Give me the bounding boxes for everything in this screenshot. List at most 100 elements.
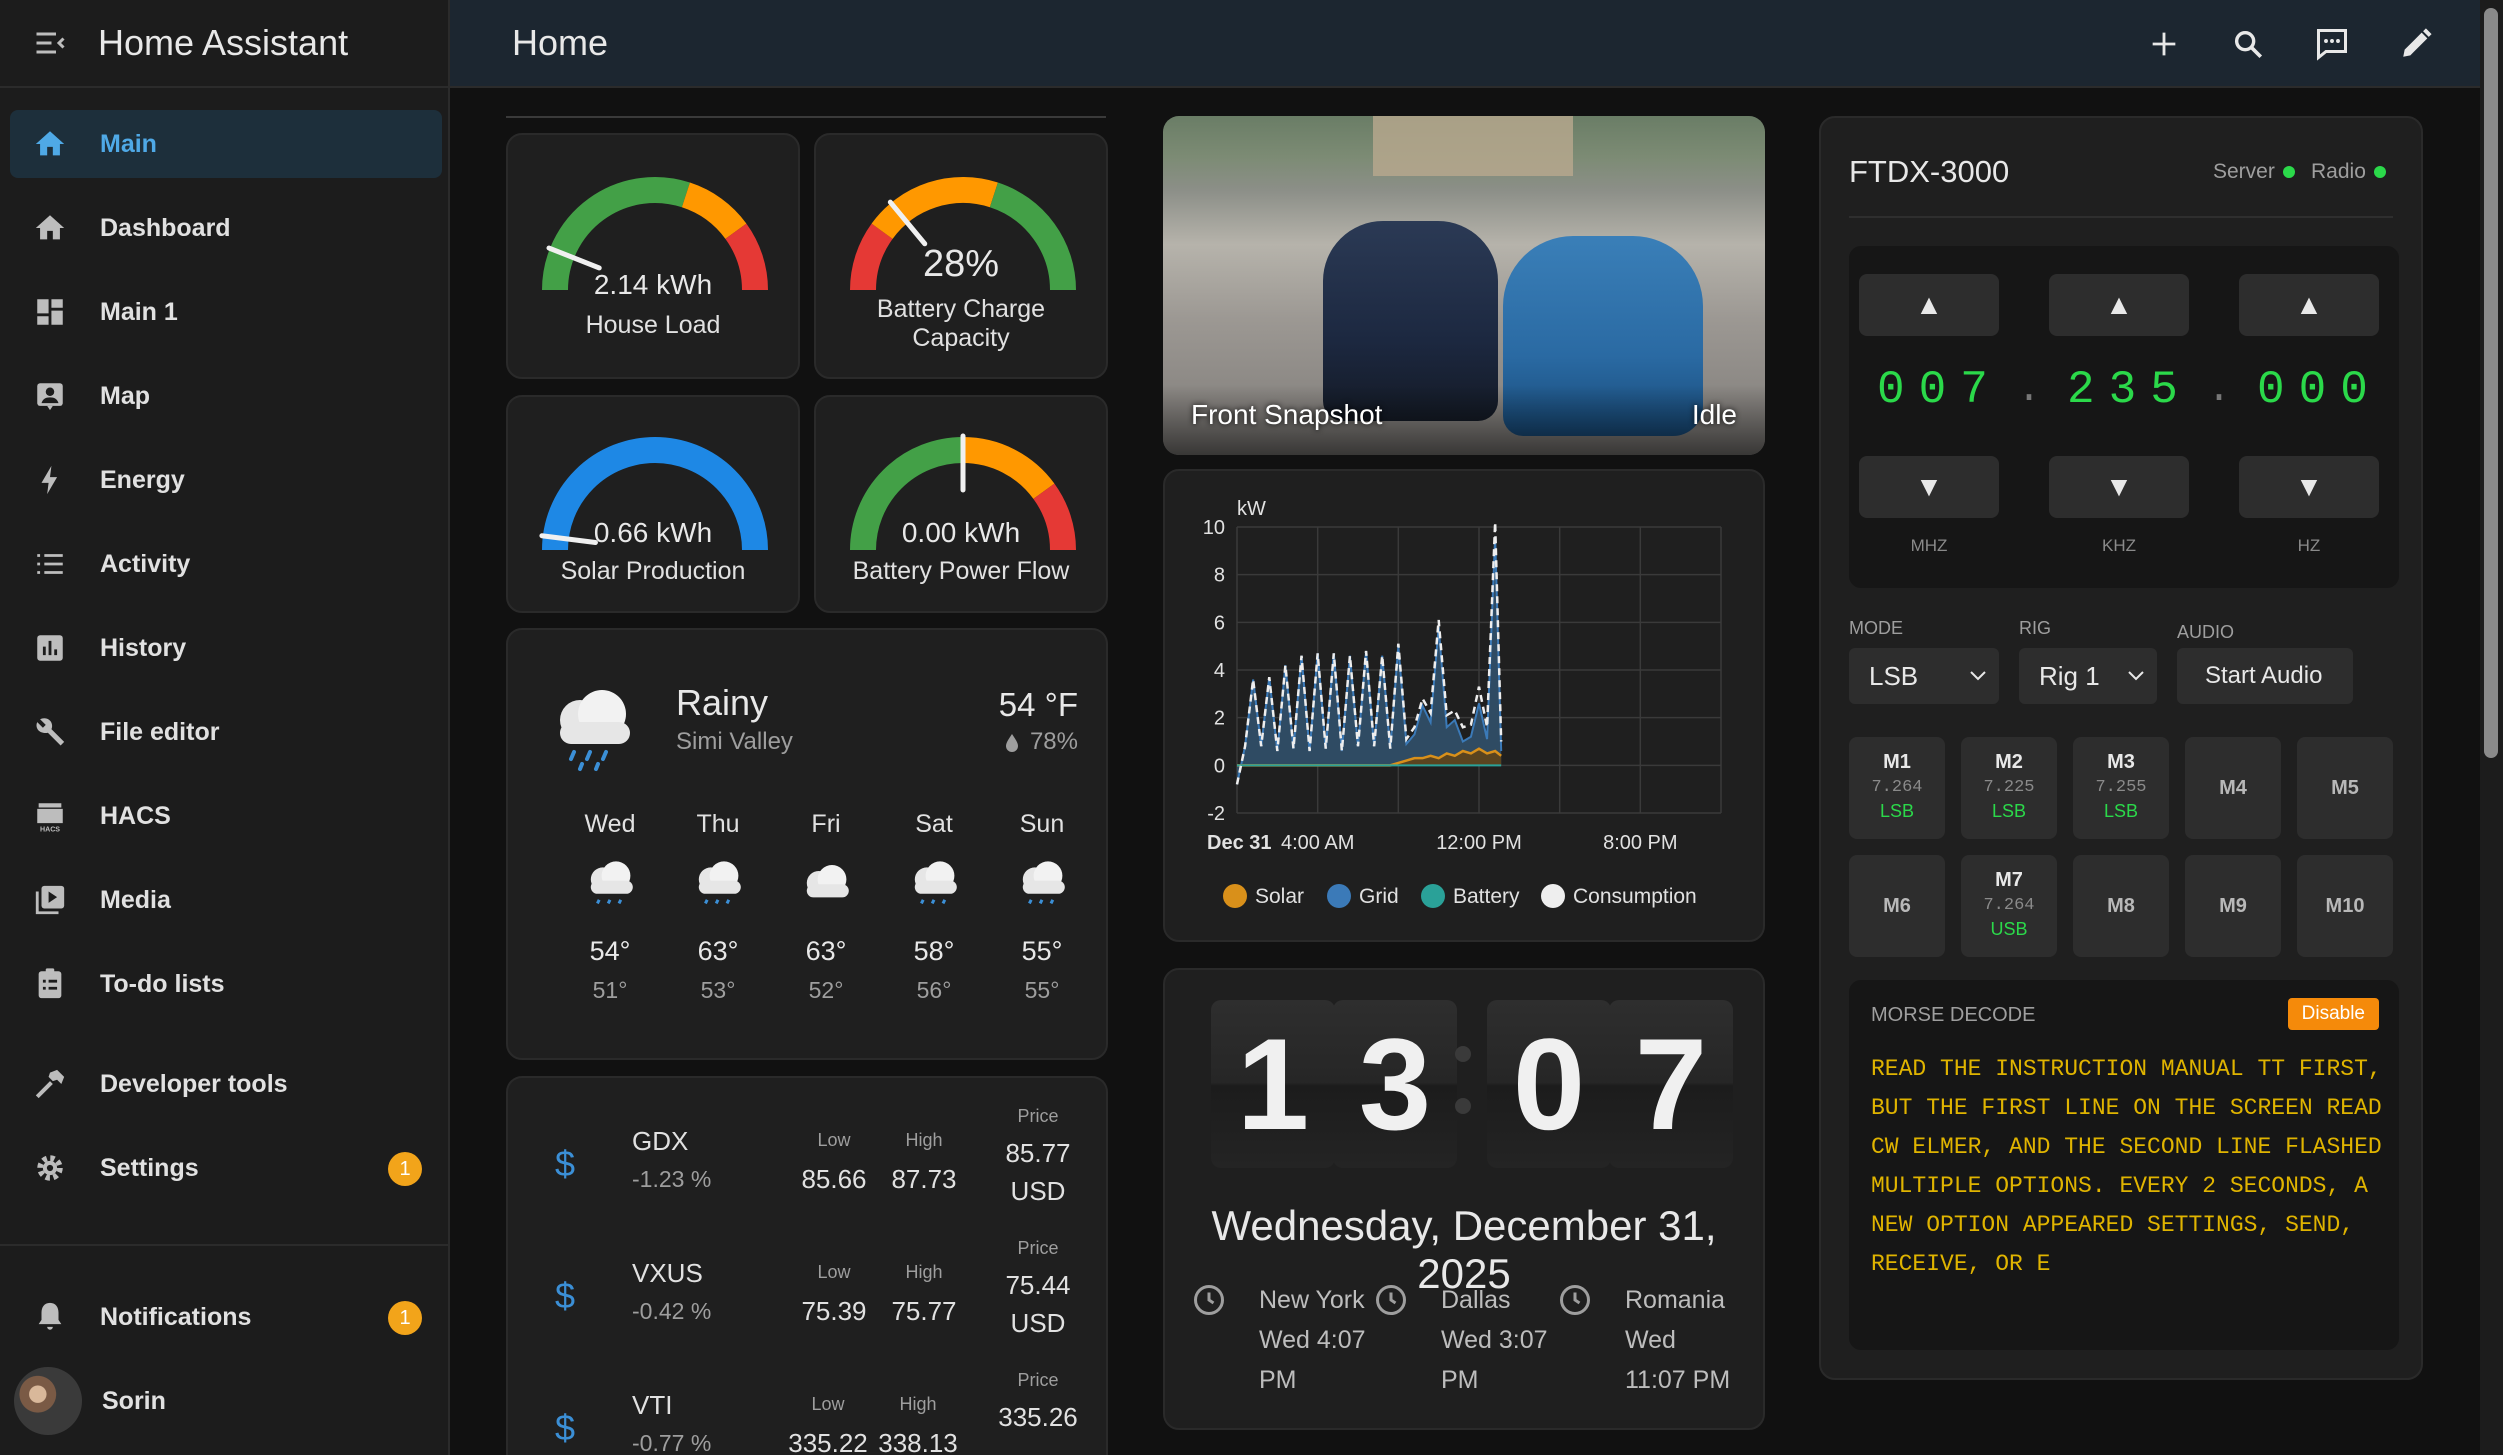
- sidebar-item-history[interactable]: History: [10, 614, 442, 682]
- weather-location: Simi Valley: [676, 728, 793, 755]
- pencil-icon: [2403, 28, 2432, 57]
- gauge-label-line1: Battery Charge: [876, 295, 1046, 323]
- forecast-day-name: Sun: [1019, 810, 1065, 838]
- sidebar-item-label: HACS: [100, 801, 171, 830]
- sidebar-item-media[interactable]: Media: [10, 866, 442, 934]
- mhz-up-button[interactable]: ▲: [1859, 274, 1999, 336]
- radio-card: FTDX-3000 Server Radio ▲ ▲ ▲ 007 . 235 .…: [1819, 116, 2423, 1380]
- camera-card[interactable]: Front Snapshot Idle: [1163, 116, 1765, 455]
- sidebar-item-todo[interactable]: To-do lists: [10, 950, 442, 1018]
- khz-up-button[interactable]: ▲: [2049, 274, 2189, 336]
- sidebar-item-hacs[interactable]: HACS HACS: [10, 782, 442, 850]
- timezone-ampm: 11:07 PM: [1625, 1366, 1731, 1394]
- lightning-icon: [30, 460, 70, 500]
- stock-symbol: VXUS: [632, 1258, 703, 1288]
- gauge-card-battery-charge[interactable]: 28% Battery Charge Capacity: [814, 133, 1108, 379]
- sidebar-item-dashboard[interactable]: Dashboard: [10, 194, 442, 262]
- memory-button-m1[interactable]: M1 7.264 LSB: [1849, 737, 1945, 839]
- page-scrollbar[interactable]: [2480, 0, 2503, 1455]
- gauge-arc: [539, 437, 768, 551]
- search-button[interactable]: [2224, 20, 2272, 68]
- energy-line-chart[interactable]: 10 8 6 4 2 0 -2 kW Dec 31 4:00 AM 12:00 PM 8:00 PM S…: [1165, 471, 1765, 942]
- khz-digits: 235: [2067, 364, 2192, 416]
- clock-digit: 1: [1211, 1000, 1335, 1168]
- add-button[interactable]: [2140, 20, 2188, 68]
- edit-button[interactable]: [2392, 20, 2440, 68]
- vfo-panel: ▲ ▲ ▲ 007 . 235 . 000 ▼ ▼ ▼ MHZ KHZ HZ: [1849, 246, 2399, 588]
- assist-button[interactable]: [2308, 20, 2356, 68]
- menu-collapse-icon[interactable]: [32, 25, 68, 61]
- sidebar-divider: [0, 1244, 450, 1246]
- stock-low: 335.22: [788, 1428, 868, 1455]
- memory-button-m4[interactable]: M4: [2185, 737, 2281, 839]
- memory-button-m3[interactable]: M3 7.255 LSB: [2073, 737, 2169, 839]
- radio-title: FTDX-3000: [1849, 154, 2010, 189]
- mhz-label: MHZ: [1910, 536, 1948, 555]
- forecast-day-name: Thu: [696, 810, 740, 838]
- stock-row[interactable]: $ GDX -1.23 % Low High 85.66 87.73 Price…: [508, 1106, 1106, 1244]
- legend-label: Grid: [1359, 885, 1399, 908]
- column-divider: [506, 116, 1106, 118]
- gauge-card-house-load[interactable]: 2.14 kWh House Load: [506, 133, 800, 379]
- gauge-arc: [850, 433, 1076, 551]
- sidebar-item-file-editor[interactable]: File editor: [10, 698, 442, 766]
- forecast-high: 58°: [913, 936, 955, 966]
- camera-name: Front Snapshot: [1191, 399, 1383, 430]
- rig-select[interactable]: Rig 1: [2019, 648, 2157, 704]
- gauge-card-solar[interactable]: 0.66 kWh Solar Production: [506, 395, 800, 613]
- stocks-card[interactable]: $ GDX -1.23 % Low High 85.66 87.73 Price…: [506, 1076, 1108, 1455]
- start-audio-button[interactable]: Start Audio: [2177, 648, 2353, 704]
- stock-row[interactable]: $ VTI -0.77 % Low High 335.22 338.13 Pri…: [508, 1370, 1106, 1455]
- hz-up-button[interactable]: ▲: [2239, 274, 2379, 336]
- timezone-time: Wed 3:07: [1441, 1326, 1548, 1354]
- timezone-city: Dallas: [1441, 1286, 1511, 1314]
- gauge-card-battery-flow[interactable]: 0.00 kWh Battery Power Flow: [814, 395, 1108, 613]
- morse-label: MORSE DECODE: [1871, 1004, 2036, 1026]
- sidebar-item-energy[interactable]: Energy: [10, 446, 442, 514]
- memory-name: M3: [2107, 751, 2135, 773]
- memory-button-m9[interactable]: M9: [2185, 855, 2281, 957]
- mhz-digits: 007: [1877, 364, 2002, 416]
- radio-header-divider: [1849, 216, 2393, 218]
- sidebar-item-label: Main: [100, 129, 157, 158]
- sidebar-item-settings[interactable]: Settings 1: [10, 1134, 442, 1202]
- timezone-time: Wed 4:07: [1259, 1326, 1366, 1354]
- memory-button-m6[interactable]: M6: [1849, 855, 1945, 957]
- sidebar-item-activity[interactable]: Activity: [10, 530, 442, 598]
- memory-button-m10[interactable]: M10: [2297, 855, 2393, 957]
- y-tick-label: 6: [1214, 612, 1225, 634]
- mhz-down-button[interactable]: ▼: [1859, 456, 1999, 518]
- mode-value: LSB: [1869, 660, 1919, 691]
- khz-down-button[interactable]: ▼: [2049, 456, 2189, 518]
- stock-high: 75.77: [891, 1296, 957, 1326]
- scroll-thumb[interactable]: [2484, 8, 2498, 758]
- memory-button-m7[interactable]: M7 7.264 USB: [1961, 855, 2057, 957]
- hz-label: HZ: [2297, 536, 2321, 555]
- energy-chart-card[interactable]: 10 8 6 4 2 0 -2 kW Dec 31 4:00 AM 12:00 PM 8:00 PM S…: [1163, 469, 1765, 942]
- timezone-city: New York: [1259, 1286, 1365, 1314]
- sidebar-item-user[interactable]: Sorin: [0, 1367, 432, 1435]
- weather-card[interactable]: Rainy Simi Valley 54 °F 78% Wed 54° 51° …: [506, 628, 1108, 1060]
- sidebar-item-notifications[interactable]: Notifications 1: [10, 1283, 442, 1351]
- weather-temperature: 54 °F: [998, 686, 1078, 723]
- memory-button-m2[interactable]: M2 7.225 LSB: [1961, 737, 2057, 839]
- sidebar-item-developer-tools[interactable]: Developer tools: [10, 1050, 442, 1118]
- svg-text:$: $: [555, 1408, 575, 1448]
- memory-freq: 7.255: [2095, 778, 2147, 797]
- clock-icon: [1194, 1285, 1224, 1315]
- memory-button-m8[interactable]: M8: [2073, 855, 2169, 957]
- gauge-value: 0.00 kWh: [901, 517, 1021, 548]
- hz-down-button[interactable]: ▼: [2239, 456, 2379, 518]
- legend-swatch: [1223, 884, 1247, 908]
- high-label: High: [905, 1262, 943, 1282]
- sidebar-item-main[interactable]: Main: [10, 110, 442, 178]
- stock-change: -0.42 %: [632, 1298, 712, 1324]
- sidebar-item-main-1[interactable]: Main 1: [10, 278, 442, 346]
- mode-select[interactable]: LSB: [1849, 648, 1999, 704]
- memory-button-m5[interactable]: M5: [2297, 737, 2393, 839]
- wrench-icon: [30, 712, 70, 752]
- stock-row[interactable]: $ VXUS -0.42 % Low High 75.39 75.77 Pric…: [508, 1238, 1106, 1376]
- morse-disable-button[interactable]: Disable: [2287, 998, 2379, 1030]
- sidebar-item-map[interactable]: Map: [10, 362, 442, 430]
- forecast-low: 53°: [700, 977, 736, 1003]
